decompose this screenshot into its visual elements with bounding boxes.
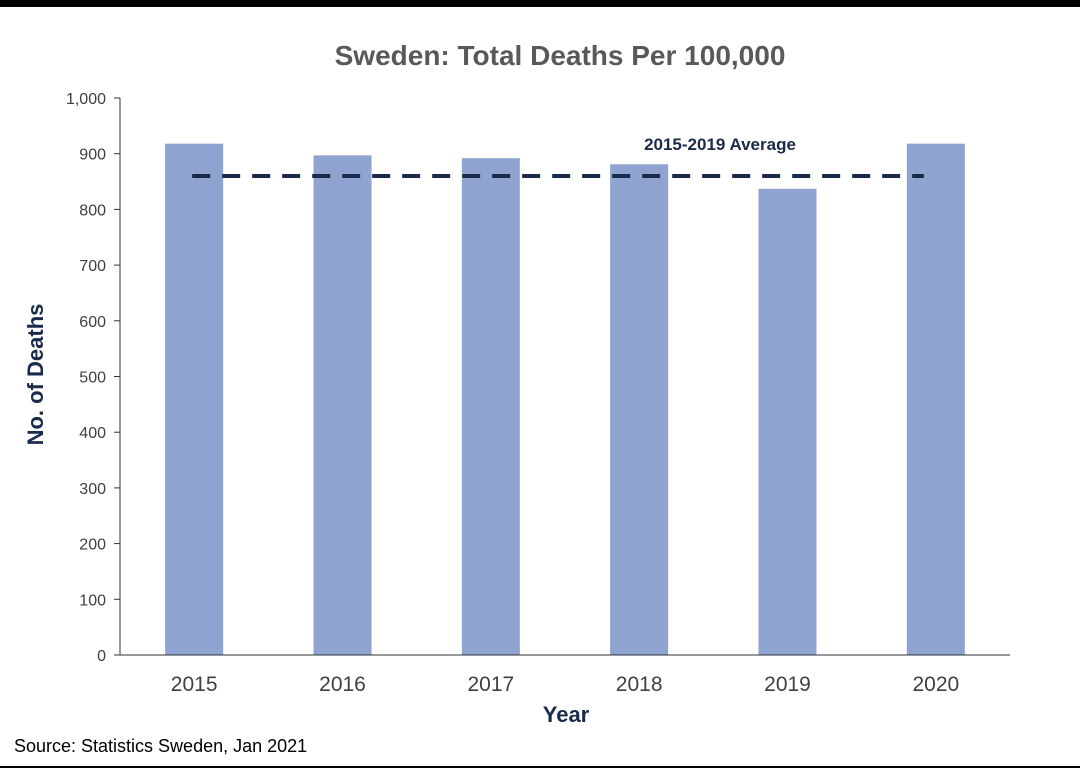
x-tick-label: 2017 <box>467 673 514 696</box>
y-tick-label: 200 <box>79 537 106 554</box>
labels-layer: 0 100 200 300 400 500 600 700 800 900 1,000 2015 201… <box>23 91 959 727</box>
bar-2017 <box>461 158 520 655</box>
x-tick-label: 2018 <box>616 673 663 696</box>
top-border <box>0 0 1080 7</box>
x-tick-label: 2020 <box>912 673 959 696</box>
reference-line-layer: 2015-2019 Average <box>192 135 924 178</box>
bar-2016 <box>313 155 372 655</box>
y-tick-label: 600 <box>79 314 106 331</box>
y-tick-label: 0 <box>97 648 106 665</box>
y-tick-label: 700 <box>79 258 106 275</box>
chart-title: Sweden: Total Deaths Per 100,000 <box>334 40 786 71</box>
bar-2015 <box>165 143 224 655</box>
bar-2018 <box>610 164 669 655</box>
x-tick-label: 2015 <box>171 673 218 696</box>
x-axis-title: Year <box>543 702 590 727</box>
axes-layer <box>114 97 1010 656</box>
x-tick-label: 2016 <box>319 673 366 696</box>
y-tick-label: 1,000 <box>66 91 106 108</box>
x-tick-label: 2019 <box>764 673 811 696</box>
average-line-label: 2015-2019 Average <box>644 135 796 154</box>
source-note: Source: Statistics Sweden, Jan 2021 <box>14 736 308 756</box>
bar-2019 <box>758 188 817 655</box>
y-tick-label: 500 <box>79 370 106 387</box>
y-tick-label: 400 <box>79 425 106 442</box>
y-tick-label: 100 <box>79 592 106 609</box>
bottom-border <box>0 766 1080 768</box>
bars-layer <box>165 143 965 655</box>
y-tick-label: 900 <box>79 147 106 164</box>
bar-2020 <box>906 143 965 655</box>
y-tick-label: 300 <box>79 481 106 498</box>
y-axis-title: No. of Deaths <box>23 304 48 446</box>
y-tick-label: 800 <box>79 202 106 219</box>
